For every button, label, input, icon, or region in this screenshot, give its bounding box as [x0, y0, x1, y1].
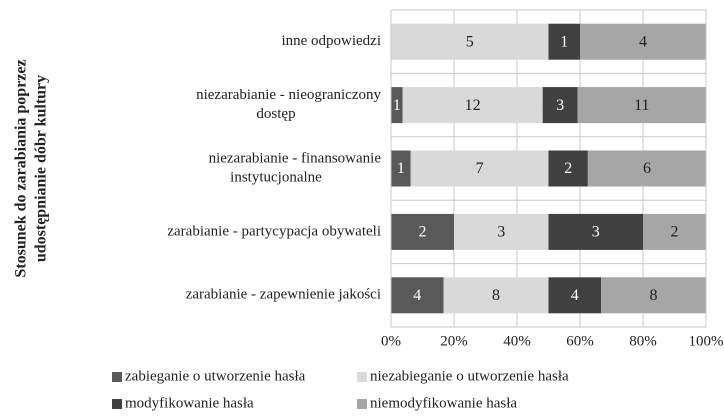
- data-label: 7: [476, 160, 484, 177]
- data-label: 8: [492, 287, 500, 304]
- y-tick-label: inne odpowiedzi: [281, 33, 381, 49]
- data-label: 2: [419, 224, 427, 241]
- bar-segment: [542, 87, 578, 124]
- data-label: 12: [465, 97, 481, 114]
- bar-segment: [391, 150, 411, 187]
- bar-segment: [601, 277, 706, 314]
- y-tick-label: instytucjonalne: [230, 169, 322, 185]
- data-label: 4: [413, 287, 421, 304]
- bar-segment: [577, 87, 706, 124]
- y-tick-label: dostęp: [256, 106, 295, 122]
- x-tick-label: 60%: [566, 333, 594, 349]
- data-label: 8: [650, 287, 658, 304]
- bar-segment: [587, 150, 706, 187]
- bar-segment: [410, 150, 549, 187]
- x-tick-label: 0%: [381, 333, 401, 349]
- legend-label: niezabieganie o utworzenie hasła: [370, 368, 569, 384]
- data-label: 2: [564, 160, 572, 177]
- x-tick-label: 40%: [503, 333, 531, 349]
- bar-segment: [391, 213, 454, 250]
- bar-segment: [391, 87, 403, 124]
- legend-label: zabieganie o utworzenie hasła: [125, 368, 306, 384]
- data-label: 4: [571, 287, 579, 304]
- bar-segment: [391, 23, 549, 60]
- data-label: 11: [634, 97, 649, 114]
- data-label: 3: [556, 97, 564, 114]
- data-label: 4: [639, 33, 647, 50]
- bar-segment: [443, 277, 549, 314]
- bar-segment: [548, 150, 588, 187]
- y-axis-title: Stosunek do zarabiania poprzez: [13, 59, 30, 277]
- legend-swatch: [112, 372, 122, 382]
- legend-label: niemodyfikowanie hasła: [370, 395, 517, 411]
- legend-label: modyfikowanie hasła: [125, 395, 254, 411]
- data-label: 1: [397, 160, 405, 177]
- data-label: 1: [560, 33, 568, 50]
- bar-segment: [643, 213, 706, 250]
- bar-segment: [402, 87, 543, 124]
- plot-border: [390, 9, 707, 328]
- bar-segment: [548, 277, 601, 314]
- data-label: 1: [393, 97, 401, 114]
- y-tick-label: niezarabianie - finansowanie: [209, 150, 382, 166]
- legend-swatch: [357, 372, 367, 382]
- bar-segment: [548, 213, 643, 250]
- x-tick-label: 100%: [689, 333, 724, 349]
- legend-swatch: [112, 399, 122, 409]
- y-tick-label: zarabianie - partycypacja obywateli: [167, 223, 381, 239]
- bar-segment: [391, 277, 444, 314]
- bar-segment: [580, 23, 706, 60]
- y-axis-title: udostępnianie dóbr kultury: [33, 75, 50, 262]
- legend-swatch: [357, 399, 367, 409]
- data-label: 3: [497, 224, 505, 241]
- data-label: 3: [592, 224, 600, 241]
- data-label: 5: [466, 33, 474, 50]
- data-label: 2: [671, 224, 679, 241]
- data-label: 6: [643, 160, 651, 177]
- x-tick-label: 20%: [440, 333, 468, 349]
- bar-segment: [548, 23, 580, 60]
- y-tick-label: zarabianie - zapewnienie jakości: [186, 287, 381, 303]
- bar-segment: [454, 213, 549, 250]
- x-tick-label: 80%: [629, 333, 657, 349]
- y-tick-label: niezarabianie - nieograniczony: [196, 87, 381, 103]
